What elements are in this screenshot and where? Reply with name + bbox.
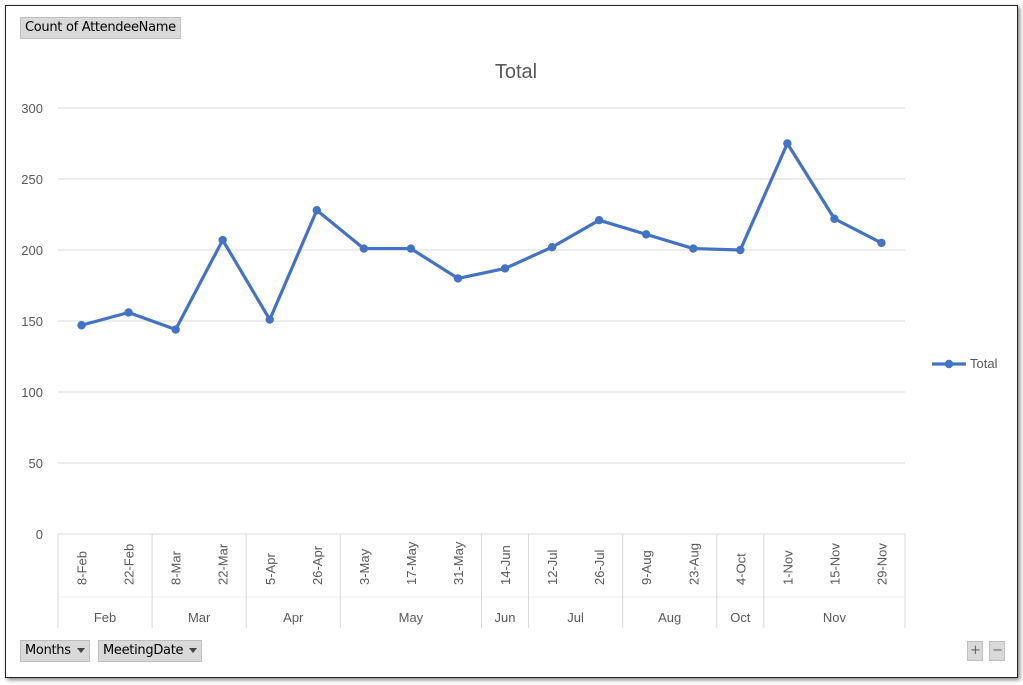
data-point xyxy=(689,244,698,253)
dropdown-arrow-icon xyxy=(76,648,85,653)
date-label: 5-Apr xyxy=(263,553,278,585)
legend-label: Total xyxy=(970,356,998,371)
date-label: 9-Aug xyxy=(639,550,654,585)
date-label: 8-Mar xyxy=(169,550,184,585)
data-point xyxy=(783,139,792,148)
date-label: 17-May xyxy=(404,541,419,585)
date-label: 3-May xyxy=(357,548,372,585)
y-tick-label: 150 xyxy=(21,314,43,329)
y-tick-label: 250 xyxy=(21,172,43,187)
data-point xyxy=(312,206,322,215)
y-tick-label: 200 xyxy=(21,243,43,258)
data-point xyxy=(453,274,463,283)
data-point xyxy=(500,264,510,273)
data-point xyxy=(171,325,180,334)
date-label: 29-Nov xyxy=(874,543,889,585)
month-label: Oct xyxy=(730,610,751,625)
data-point xyxy=(218,235,227,245)
month-label: Aug xyxy=(658,610,681,625)
chart-title: Total xyxy=(495,61,537,83)
date-label: 12-Jul xyxy=(545,549,560,585)
y-tick-label: 0 xyxy=(36,527,43,542)
data-point xyxy=(547,242,557,252)
date-label: 23-Aug xyxy=(686,543,701,585)
date-label: 31-May xyxy=(451,541,466,585)
data-point xyxy=(877,238,886,248)
y-tick-label: 300 xyxy=(21,101,43,116)
y-tick-label: 50 xyxy=(29,456,43,471)
date-label: 22-Mar xyxy=(216,543,231,585)
date-label: 26-Apr xyxy=(310,545,325,585)
month-label: Mar xyxy=(188,610,211,625)
series-line-total xyxy=(81,141,883,332)
data-point xyxy=(594,215,604,225)
data-point xyxy=(641,230,651,239)
month-label: Apr xyxy=(283,610,304,625)
data-point xyxy=(265,315,274,324)
meetingdate-field-button[interactable]: MeetingDate xyxy=(98,640,203,662)
data-point xyxy=(359,244,369,253)
collapse-field-button[interactable]: − xyxy=(989,641,1005,661)
value-field-button[interactable]: Count of AttendeeName xyxy=(20,17,181,39)
months-field-button[interactable]: Months xyxy=(20,640,90,662)
date-label: 22-Feb xyxy=(122,544,137,585)
dropdown-arrow-icon xyxy=(189,648,198,653)
chart-frame xyxy=(5,5,1018,678)
date-label: 15-Nov xyxy=(827,543,842,585)
data-point xyxy=(736,245,745,255)
data-point xyxy=(830,214,839,223)
expand-field-button[interactable]: + xyxy=(967,641,983,661)
data-point xyxy=(77,321,86,330)
month-label: May xyxy=(399,610,424,625)
month-label: Jun xyxy=(495,610,516,625)
legend-marker xyxy=(944,359,954,369)
date-label: 4-Oct xyxy=(733,553,748,585)
month-label: Jul xyxy=(567,610,584,625)
date-label: 8-Feb xyxy=(75,551,90,585)
meetingdate-label: MeetingDate xyxy=(103,643,184,658)
data-point xyxy=(406,244,416,253)
data-point xyxy=(124,308,133,317)
month-label: Feb xyxy=(94,610,116,625)
months-label: Months xyxy=(25,643,71,658)
date-label: 14-Jun xyxy=(498,545,513,585)
date-label: 1-Nov xyxy=(780,550,795,585)
month-label: Nov xyxy=(823,610,847,625)
y-tick-label: 100 xyxy=(21,385,43,400)
date-label: 26-Jul xyxy=(592,549,607,585)
